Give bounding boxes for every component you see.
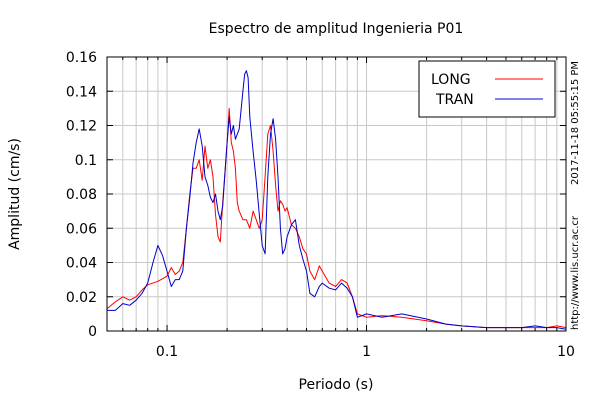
legend: LONG TRAN (418, 60, 556, 118)
y-tick-label: 0.08 (66, 187, 97, 203)
x-tick-label: 0.1 (156, 344, 178, 360)
legend-label-long: LONG (431, 72, 471, 88)
y-axis-label: Amplitud (cm/s) (7, 138, 23, 250)
y-tick-label: 0.14 (66, 84, 97, 100)
x-axis-label: Periodo (s) (299, 377, 374, 393)
legend-box (418, 60, 556, 118)
x-tick-label: 1 (362, 344, 371, 360)
chart-title: Espectro de amplitud Ingenieria P01 (209, 21, 464, 37)
y-tick-label: 0.1 (75, 153, 97, 169)
y-tick-label: 0.02 (66, 290, 97, 306)
timestamp-text: 2017-11-18 05:55:15 PM (570, 61, 581, 185)
y-tick-label: 0.16 (66, 50, 97, 66)
y-tick-label: 0.06 (66, 221, 97, 237)
source-url-text: http://www.lis.ucr.ac.cr (570, 215, 581, 330)
series-line-tran (107, 70, 567, 330)
y-tick-label: 0.04 (66, 256, 97, 272)
x-tick-label: 10 (557, 344, 575, 360)
series-line-long (106, 107, 567, 329)
chart-series-group (106, 70, 567, 330)
y-tick-label: 0.12 (66, 119, 97, 135)
y-tick-label: 0 (88, 324, 97, 340)
axis-ticks: 0 0.02 0.04 0.06 0.08 0.1 0.12 0.14 0.16 0.1 1 10 (66, 50, 575, 360)
legend-label-tran: TRAN (435, 92, 474, 108)
